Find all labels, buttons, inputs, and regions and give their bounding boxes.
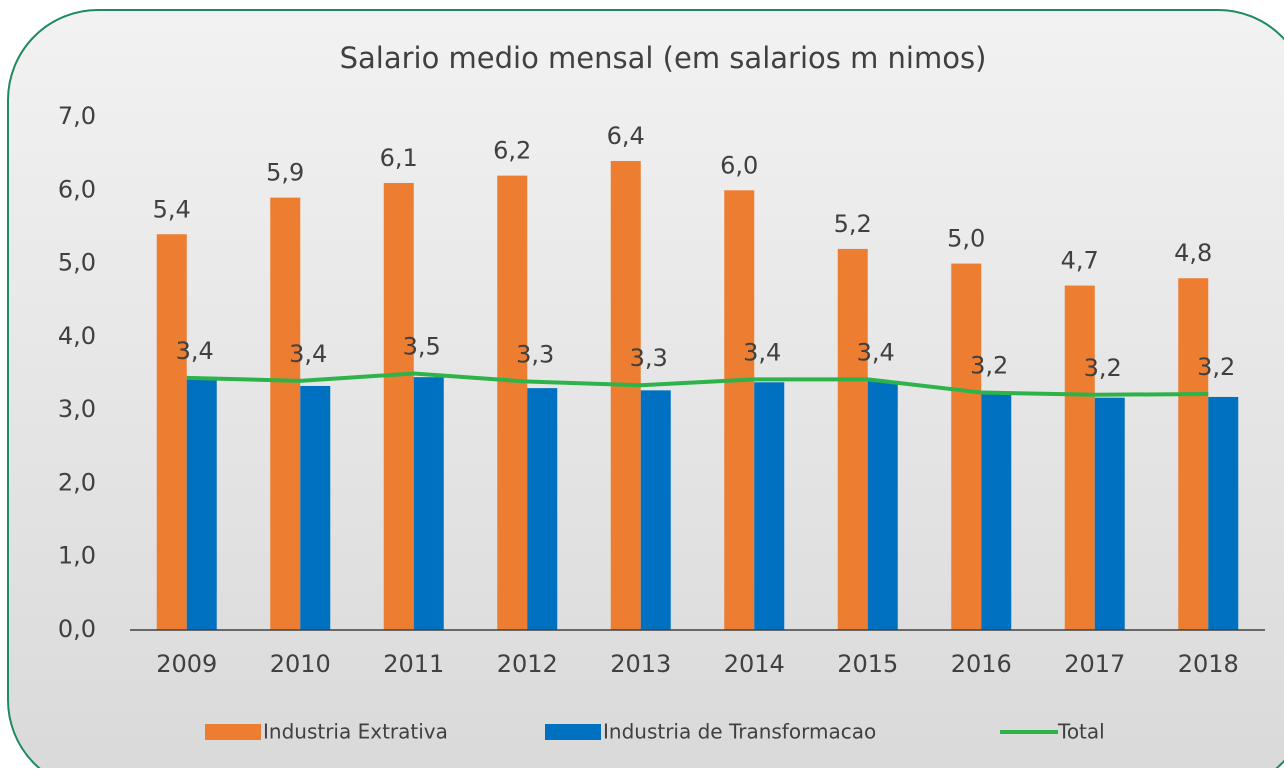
- data-label: 3,3: [630, 344, 668, 372]
- data-label: 3,4: [289, 340, 327, 368]
- bar: [1178, 278, 1209, 630]
- y-tick-label: 7,0: [58, 102, 96, 130]
- x-tick-label: 2018: [1178, 650, 1239, 678]
- y-tick-label: 1,0: [58, 542, 96, 570]
- chart-title: Salario medio mensal (em salarios m nimo…: [340, 41, 987, 75]
- data-label: 5,4: [153, 195, 191, 223]
- y-tick-label: 0,0: [58, 615, 96, 643]
- x-tick-label: 2013: [610, 650, 671, 678]
- bar: [497, 175, 528, 630]
- bar: [413, 377, 444, 630]
- y-tick-label: 3,0: [58, 395, 96, 423]
- bar: [1208, 396, 1239, 630]
- bar: [754, 382, 785, 630]
- data-label: 3,4: [857, 338, 895, 366]
- x-tick-label: 2014: [724, 650, 785, 678]
- bar: [837, 248, 868, 630]
- data-label: 5,9: [266, 159, 304, 187]
- x-tick-label: 2011: [383, 650, 444, 678]
- data-label: 3,3: [516, 341, 554, 369]
- bar: [640, 390, 671, 630]
- data-label: 4,7: [1061, 247, 1099, 275]
- line: [186, 371, 1209, 397]
- data-label: 3,2: [1197, 353, 1235, 381]
- bar: [270, 197, 301, 630]
- x-tick-label: 2015: [837, 650, 898, 678]
- data-label: 6,1: [380, 144, 418, 172]
- y-tick-label: 2,0: [58, 468, 96, 496]
- legend-swatch: [205, 724, 261, 740]
- data-label: 4,8: [1174, 239, 1212, 267]
- x-tick-label: 2016: [951, 650, 1012, 678]
- data-label: 3,4: [176, 337, 214, 365]
- legend-label: Total: [1057, 720, 1105, 744]
- legend-label: Industria de Transformacao: [603, 720, 876, 744]
- bar: [1094, 397, 1125, 630]
- data-label: 6,4: [607, 122, 645, 150]
- y-tick-label: 4,0: [58, 322, 96, 350]
- data-label: 3,2: [1084, 354, 1122, 382]
- y-tick-label: 6,0: [58, 175, 96, 203]
- bar: [951, 263, 982, 630]
- bar: [383, 182, 414, 630]
- legend-swatch: [545, 724, 601, 740]
- bar: [186, 377, 217, 630]
- bar: [156, 234, 187, 630]
- data-label: 3,4: [743, 338, 781, 366]
- legend-label: Industria Extrativa: [263, 720, 448, 744]
- bar: [981, 393, 1012, 630]
- x-tick-label: 2010: [270, 650, 331, 678]
- data-label: 3,5: [403, 333, 441, 361]
- bar: [527, 388, 558, 630]
- data-label: 6,0: [720, 151, 758, 179]
- x-tick-label: 2017: [1064, 650, 1125, 678]
- x-tick-label: 2009: [156, 650, 217, 678]
- data-label: 3,2: [970, 352, 1008, 380]
- data-label: 5,2: [834, 210, 872, 238]
- x-tick-label: 2012: [497, 650, 558, 678]
- bar: [724, 190, 755, 631]
- y-tick-label: 5,0: [58, 249, 96, 277]
- bar: [867, 380, 898, 630]
- data-label: 6,2: [493, 137, 531, 165]
- data-label: 5,0: [947, 225, 985, 253]
- bar: [1064, 285, 1095, 630]
- bar: [610, 160, 641, 630]
- bar: [300, 385, 331, 630]
